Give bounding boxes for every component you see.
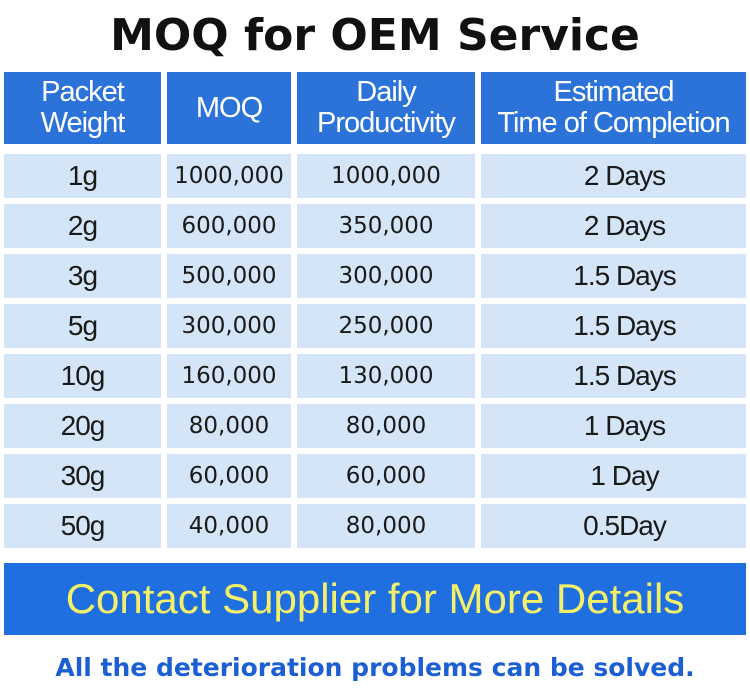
table-row: 50g 40,000 80,000 0.5Day — [4, 504, 746, 548]
table-row: 2g 600,000 350,000 2 Days — [4, 204, 746, 248]
page-title: MOQ for OEM Service — [110, 10, 640, 61]
cell-daily-productivity: 250,000 — [297, 304, 475, 348]
cell-moq: 300,000 — [167, 304, 291, 348]
cell-daily-productivity: 130,000 — [297, 354, 475, 398]
cell-moq: 1000,000 — [167, 154, 291, 198]
cell-estimated-time: 1.5 Days — [481, 304, 746, 348]
footer-note: All the deterioration problems can be so… — [55, 653, 695, 682]
header-moq: MOQ — [167, 72, 291, 144]
cell-packet-weight: 2g — [4, 204, 161, 248]
cell-packet-weight: 50g — [4, 504, 161, 548]
table-row: 3g 500,000 300,000 1.5 Days — [4, 254, 746, 298]
header-estimated-time: Estimated Time of Completion — [481, 72, 746, 144]
cell-moq: 40,000 — [167, 504, 291, 548]
cell-daily-productivity: 1000,000 — [297, 154, 475, 198]
cell-moq: 500,000 — [167, 254, 291, 298]
cell-estimated-time: 2 Days — [481, 204, 746, 248]
cell-packet-weight: 1g — [4, 154, 161, 198]
cell-daily-productivity: 350,000 — [297, 204, 475, 248]
table-row: 20g 80,000 80,000 1 Days — [4, 404, 746, 448]
cell-moq: 600,000 — [167, 204, 291, 248]
table-row: 10g 160,000 130,000 1.5 Days — [4, 354, 746, 398]
header-label: MOQ — [195, 91, 263, 124]
cell-moq: 60,000 — [167, 454, 291, 498]
cell-packet-weight: 30g — [4, 454, 161, 498]
cell-packet-weight: 10g — [4, 354, 161, 398]
header-label: Estimated Time of Completion — [497, 76, 730, 139]
cell-packet-weight: 5g — [4, 304, 161, 348]
contact-supplier-banner[interactable]: Contact Supplier for More Details — [4, 563, 746, 635]
table-row: 5g 300,000 250,000 1.5 Days — [4, 304, 746, 348]
cell-daily-productivity: 80,000 — [297, 404, 475, 448]
table-row: 1g 1000,000 1000,000 2 Days — [4, 154, 746, 198]
header-label: Daily Productivity — [317, 76, 456, 139]
header-label: Packet Weight — [40, 76, 126, 139]
header-packet-weight: Packet Weight — [4, 72, 161, 144]
cell-estimated-time: 1 Day — [481, 454, 746, 498]
cell-moq: 160,000 — [167, 354, 291, 398]
header-daily-productivity: Daily Productivity — [297, 72, 475, 144]
cell-estimated-time: 0.5Day — [481, 504, 746, 548]
cell-estimated-time: 1.5 Days — [481, 354, 746, 398]
cell-moq: 80,000 — [167, 404, 291, 448]
cell-estimated-time: 1 Days — [481, 404, 746, 448]
cell-estimated-time: 1.5 Days — [481, 254, 746, 298]
cell-estimated-time: 2 Days — [481, 154, 746, 198]
cell-daily-productivity: 80,000 — [297, 504, 475, 548]
cell-daily-productivity: 300,000 — [297, 254, 475, 298]
cell-packet-weight: 20g — [4, 404, 161, 448]
table-header-row: Packet Weight MOQ Daily Productivity Est… — [4, 72, 746, 144]
cell-daily-productivity: 60,000 — [297, 454, 475, 498]
table-row: 30g 60,000 60,000 1 Day — [4, 454, 746, 498]
cell-packet-weight: 3g — [4, 254, 161, 298]
